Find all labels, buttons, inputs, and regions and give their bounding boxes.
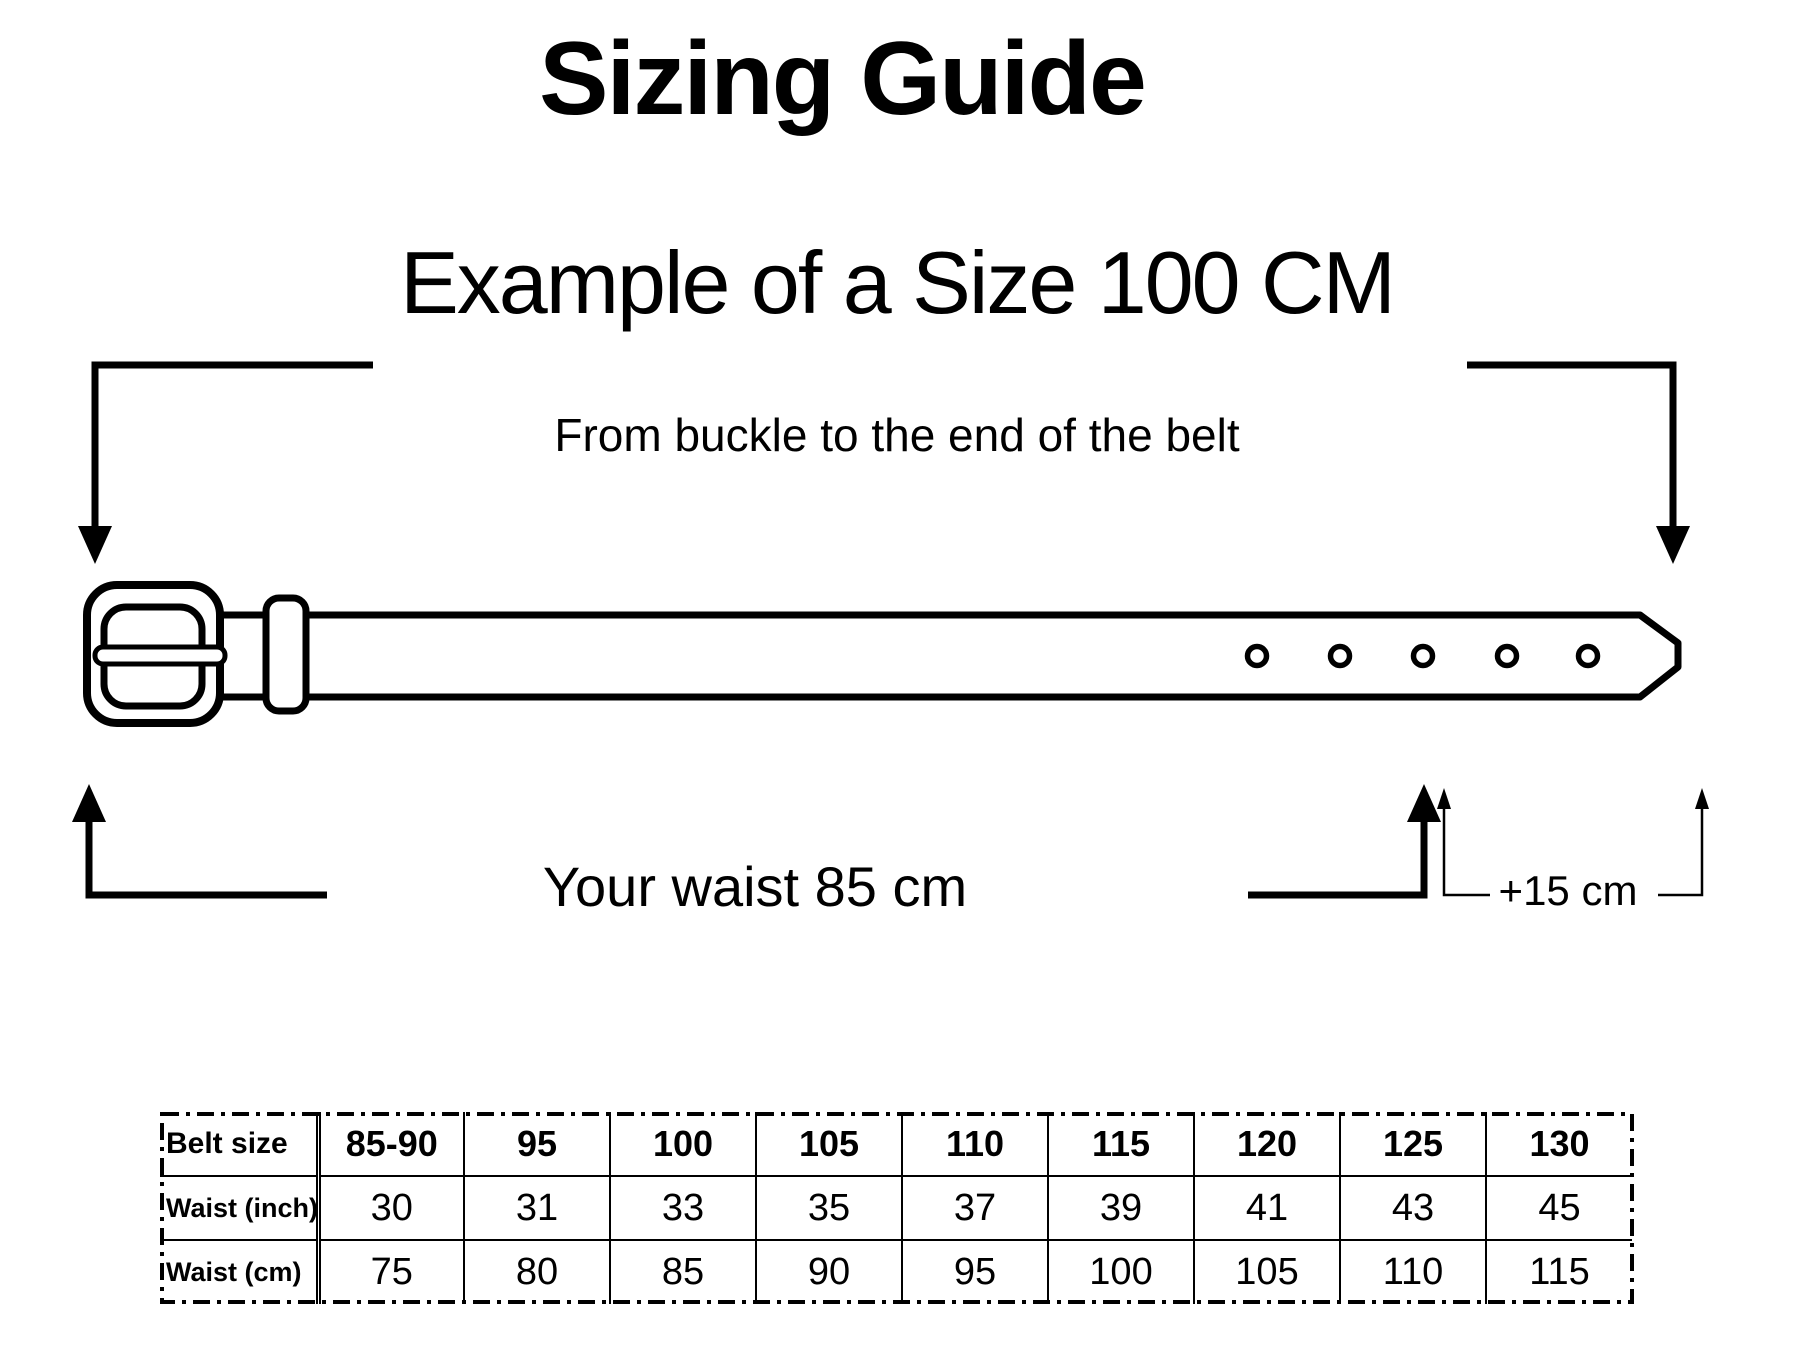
waist-inch-cell: 31 [463,1175,611,1241]
belt-size-cell: 95 [463,1112,611,1177]
measure-arrow-top-right [1467,361,1690,564]
buckle-prong [92,644,228,667]
belt-size-cell: 85-90 [317,1112,465,1177]
belt-size-cell: 100 [609,1112,757,1177]
waist-measurement-label: Your waist 85 cm [542,855,968,918]
size-table: Belt size 85-90 95 100 105 110 115 120 1… [160,1112,1634,1304]
waist-inch-cell: 35 [755,1175,903,1241]
example-subheading: From buckle to the end of the belt [554,409,1240,461]
measure-arrow-bottom-right [1248,784,1441,899]
plus15-arrow-left [1437,788,1490,897]
waist-cm-cell: 80 [463,1239,611,1304]
belt-size-cell: 120 [1193,1112,1341,1177]
waist-inch-cell: 45 [1485,1175,1632,1241]
waist-cm-cell: 90 [755,1239,903,1304]
waist-inch-cell: 41 [1193,1175,1341,1241]
table-row-waist-inch: Waist (inch) 30 31 33 35 37 39 41 43 45 [160,1175,1632,1241]
example-heading: Example of a Size 100 CM [400,233,1396,332]
waist-cm-cell: 85 [609,1239,757,1304]
plus15-arrow-right [1658,788,1709,897]
page-title: Sizing Guide [539,21,1147,137]
belt-keeper-loop [262,594,310,715]
measure-arrow-top-left [78,361,373,564]
row-header-belt-size: Belt size [160,1112,321,1177]
waist-inch-cell: 33 [609,1175,757,1241]
waist-cm-cell: 115 [1485,1239,1632,1304]
plus15-label: +15 cm [1498,867,1638,914]
belt-strap [204,611,1682,701]
waist-inch-cell: 37 [901,1175,1049,1241]
waist-cm-cell: 95 [901,1239,1049,1304]
table-row-belt-size: Belt size 85-90 95 100 105 110 115 120 1… [160,1112,1632,1177]
waist-cm-cell: 105 [1193,1239,1341,1304]
belt-size-cell: 130 [1485,1112,1632,1177]
waist-inch-cell: 39 [1047,1175,1195,1241]
row-header-waist-inch: Waist (inch) [160,1175,321,1241]
waist-cm-cell: 100 [1047,1239,1195,1304]
measure-arrow-bottom-left [72,784,327,899]
table-row-waist-cm: Waist (cm) 75 80 85 90 95 100 105 110 11… [160,1239,1632,1304]
waist-cm-cell: 75 [317,1239,465,1304]
belt-size-cell: 105 [755,1112,903,1177]
waist-inch-cell: 30 [317,1175,465,1241]
belt-size-cell: 125 [1339,1112,1487,1177]
belt-size-cell: 110 [901,1112,1049,1177]
belt-holes [1244,643,1601,669]
belt-size-cell: 115 [1047,1112,1195,1177]
belt-illustration [83,581,1682,727]
waist-inch-cell: 43 [1339,1175,1487,1241]
size-table-grid: Belt size 85-90 95 100 105 110 115 120 1… [160,1112,1632,1304]
waist-cm-cell: 110 [1339,1239,1487,1304]
row-header-waist-cm: Waist (cm) [160,1239,321,1304]
